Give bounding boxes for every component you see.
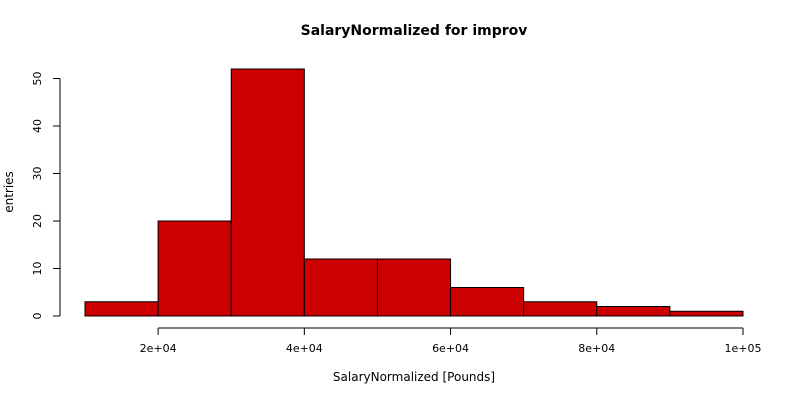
histogram-bar-1: [84, 301, 159, 317]
y-tick-label: 20: [31, 214, 44, 228]
x-tick-label: 4e+04: [286, 342, 323, 355]
y-axis: 0 10 20 30 40 50: [31, 72, 61, 320]
y-axis-label: entries: [2, 171, 16, 213]
y-tick-label: 30: [31, 167, 44, 181]
histogram-bar-8: [596, 306, 671, 317]
histogram-bar-2: [157, 220, 232, 317]
bars-group: [84, 68, 744, 317]
histogram-bar-5: [376, 258, 452, 317]
x-tick-label: 1e+05: [725, 342, 762, 355]
x-tick-label: 2e+04: [140, 342, 177, 355]
histogram-bar-9: [669, 310, 744, 317]
y-tick-label: 10: [31, 262, 44, 276]
x-axis: 2e+04 4e+04 6e+04 8e+04 1e+05: [140, 327, 762, 355]
histogram-bar-6: [450, 287, 525, 317]
y-tick-label: 0: [31, 313, 44, 320]
y-tick-label: 50: [31, 72, 44, 86]
x-tick-label: 8e+04: [578, 342, 615, 355]
chart-title: SalaryNormalized for improv: [301, 23, 528, 39]
histogram-bar-3: [230, 68, 305, 317]
y-tick-label: 40: [31, 119, 44, 133]
x-axis-label: SalaryNormalized [Pounds]: [333, 370, 495, 384]
histogram-bar-4: [303, 258, 378, 317]
histogram-bar-7: [523, 301, 598, 317]
x-tick-label: 6e+04: [432, 342, 469, 355]
